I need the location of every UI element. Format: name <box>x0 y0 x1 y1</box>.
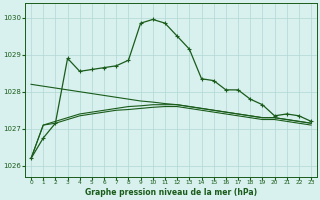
X-axis label: Graphe pression niveau de la mer (hPa): Graphe pression niveau de la mer (hPa) <box>85 188 257 197</box>
